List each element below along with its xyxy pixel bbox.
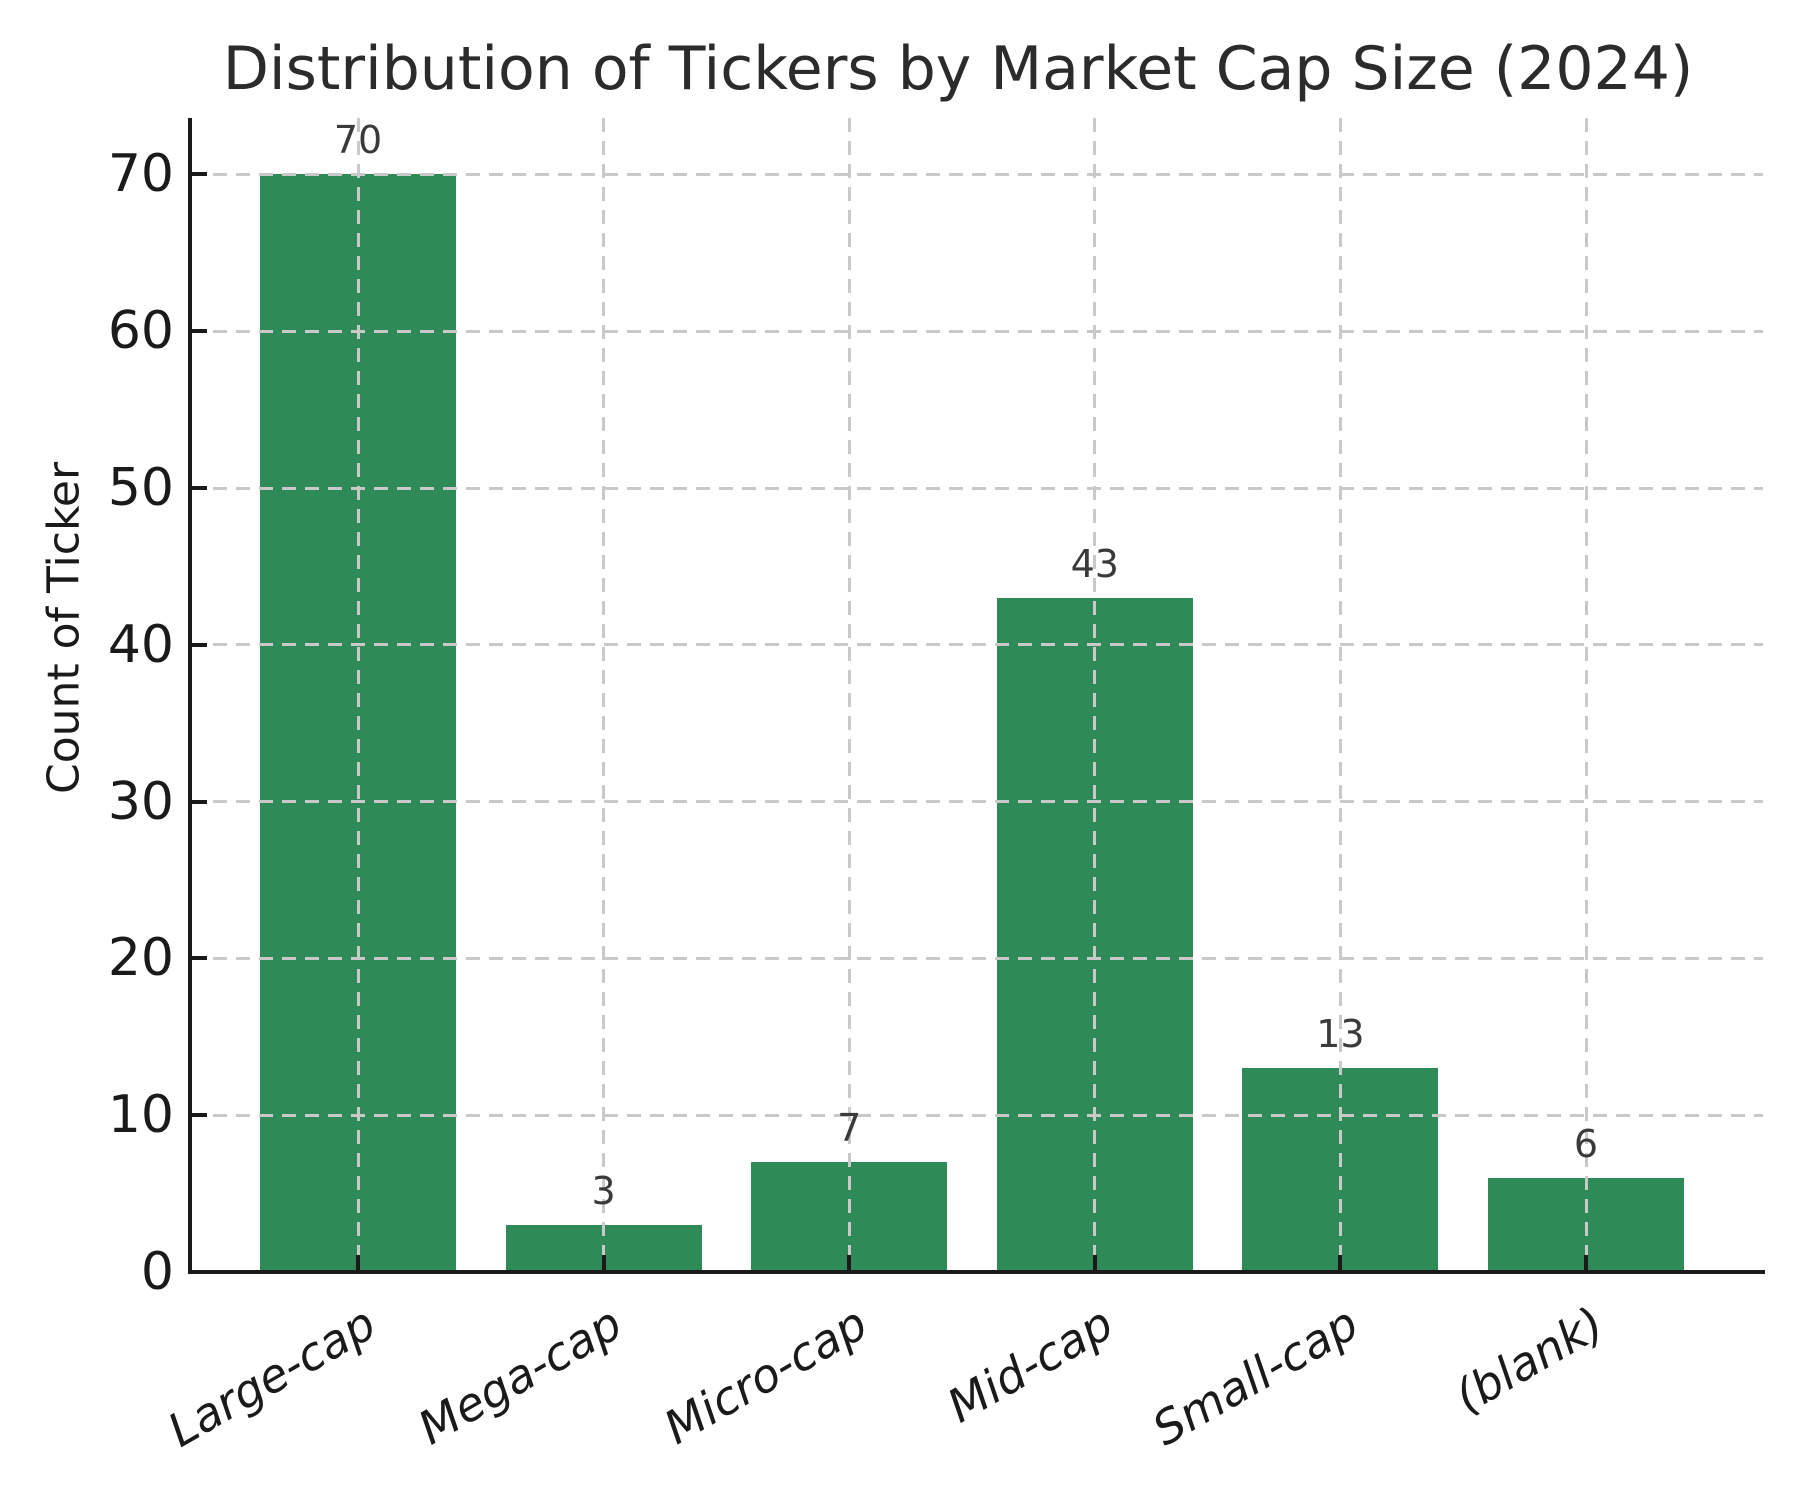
- y-axis-label: Count of Ticker: [38, 461, 90, 795]
- bar-value-label: 3: [591, 1168, 616, 1213]
- x-tick-label: Small-cap: [1143, 1296, 1368, 1457]
- x-tick-label: Large-cap: [159, 1296, 385, 1458]
- y-tick-mark: [190, 799, 207, 804]
- x-gridline: [1093, 118, 1097, 1272]
- x-tick-mark: [356, 1255, 360, 1272]
- y-gridline: [190, 486, 1763, 490]
- y-tick-mark: [190, 486, 207, 491]
- x-tick-label: Micro-cap: [655, 1296, 877, 1455]
- x-tick-label: (blank): [1445, 1296, 1613, 1424]
- y-gridline: [190, 329, 1763, 333]
- x-gridline: [356, 118, 360, 1272]
- bar-value-label: 70: [333, 118, 383, 163]
- x-tick-mark: [601, 1255, 606, 1272]
- gridlines-layer: [190, 118, 1763, 1272]
- y-tick-label: 0: [140, 1242, 174, 1302]
- y-gridline: [190, 643, 1763, 647]
- x-gridline: [847, 118, 851, 1272]
- y-tick-label: 30: [107, 771, 174, 832]
- x-tick-mark: [1584, 1255, 1588, 1272]
- spines-layer: [188, 118, 1765, 1274]
- y-tick-mark: [190, 172, 207, 177]
- x-gridline: [1338, 118, 1342, 1272]
- y-tick-label: 20: [107, 928, 174, 989]
- y-tick-label: 40: [107, 614, 174, 675]
- y-axis-spine: [188, 118, 192, 1274]
- ticks-layer: [190, 118, 1763, 1274]
- x-tick-mark: [847, 1255, 852, 1272]
- y-tick-mark: [190, 1113, 207, 1118]
- x-tick-label: Mega-cap: [409, 1296, 631, 1456]
- y-tick-label: 10: [107, 1085, 174, 1146]
- bar-value-label: 6: [1573, 1121, 1599, 1166]
- y-tick-label: 70: [107, 144, 174, 205]
- y-tick-mark: [190, 329, 207, 334]
- y-tick-label: 60: [107, 301, 174, 362]
- x-tick-label: Mid-cap: [938, 1296, 1122, 1434]
- y-tick-mark: [190, 642, 207, 647]
- plot-area: 0 10 20 30 40 50 60 70 Large-cap 70 Mega-cap 3 Micro…: [108, 118, 1765, 1458]
- y-tick-mark: [190, 956, 207, 961]
- y-gridline: [190, 956, 1763, 960]
- bar-value-label: 7: [837, 1106, 862, 1151]
- y-tick-mark: [190, 1270, 207, 1274]
- x-tick-mark: [1092, 1255, 1097, 1272]
- x-gridline: [602, 118, 606, 1272]
- y-gridline: [190, 800, 1763, 804]
- chart-title: Distribution of Tickers by Market Cap Si…: [222, 34, 1694, 104]
- y-gridline: [190, 172, 1763, 176]
- x-tick-mark: [1338, 1255, 1343, 1272]
- labels-layer: 0 10 20 30 40 50 60 70 Large-cap 70 Mega-cap 3 Micro…: [108, 118, 1763, 1457]
- x-gridline: [1584, 118, 1588, 1272]
- y-tick-label: 50: [107, 458, 174, 519]
- bar-value-label: 43: [1070, 541, 1119, 586]
- y-gridline: [190, 1113, 1763, 1117]
- bar-value-label: 13: [1316, 1012, 1365, 1057]
- x-axis-spine: [188, 1270, 1765, 1274]
